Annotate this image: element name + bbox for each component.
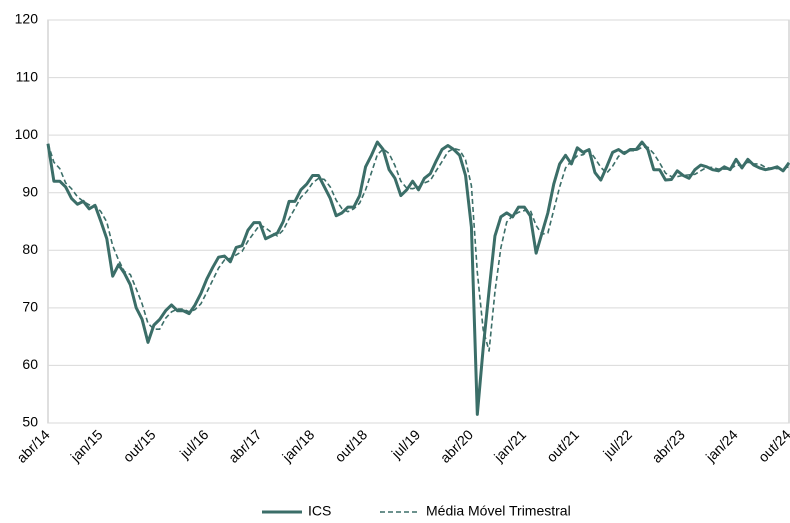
y-tick-label: 60 [22, 356, 38, 372]
x-tick-label: out/21 [543, 426, 582, 465]
y-tick-label: 90 [22, 183, 38, 199]
x-tick-label: out/18 [331, 426, 370, 465]
x-tick-label: jan/15 [67, 426, 106, 465]
series-line [47, 143, 790, 352]
y-tick-label: 50 [22, 414, 38, 430]
x-tick-label: abr/17 [225, 426, 265, 466]
x-tick-label: jan/18 [278, 426, 317, 465]
x-tick-label: abr/20 [437, 426, 477, 466]
x-tick-label: jul/22 [599, 426, 635, 462]
y-tick-label: 70 [22, 299, 38, 315]
x-tick-label: jan/21 [490, 426, 529, 465]
legend-label: ICS [308, 503, 331, 519]
x-tick-label: out/24 [755, 426, 790, 465]
y-tick-label: 80 [22, 241, 38, 257]
y-tick-label: 120 [15, 11, 39, 27]
series-line [46, 140, 790, 416]
x-tick-label: abr/14 [13, 426, 53, 466]
x-tick-label: abr/23 [648, 426, 688, 466]
legend-label: Média Móvel Trimestral [426, 503, 571, 519]
x-tick-label: out/15 [120, 426, 159, 465]
x-tick-label: jul/19 [388, 426, 424, 462]
y-tick-label: 100 [15, 126, 39, 142]
x-tick-label: jul/16 [176, 426, 212, 462]
plot-area [47, 19, 790, 424]
y-tick-label: 110 [16, 68, 39, 84]
x-tick-label: jan/24 [702, 426, 741, 465]
